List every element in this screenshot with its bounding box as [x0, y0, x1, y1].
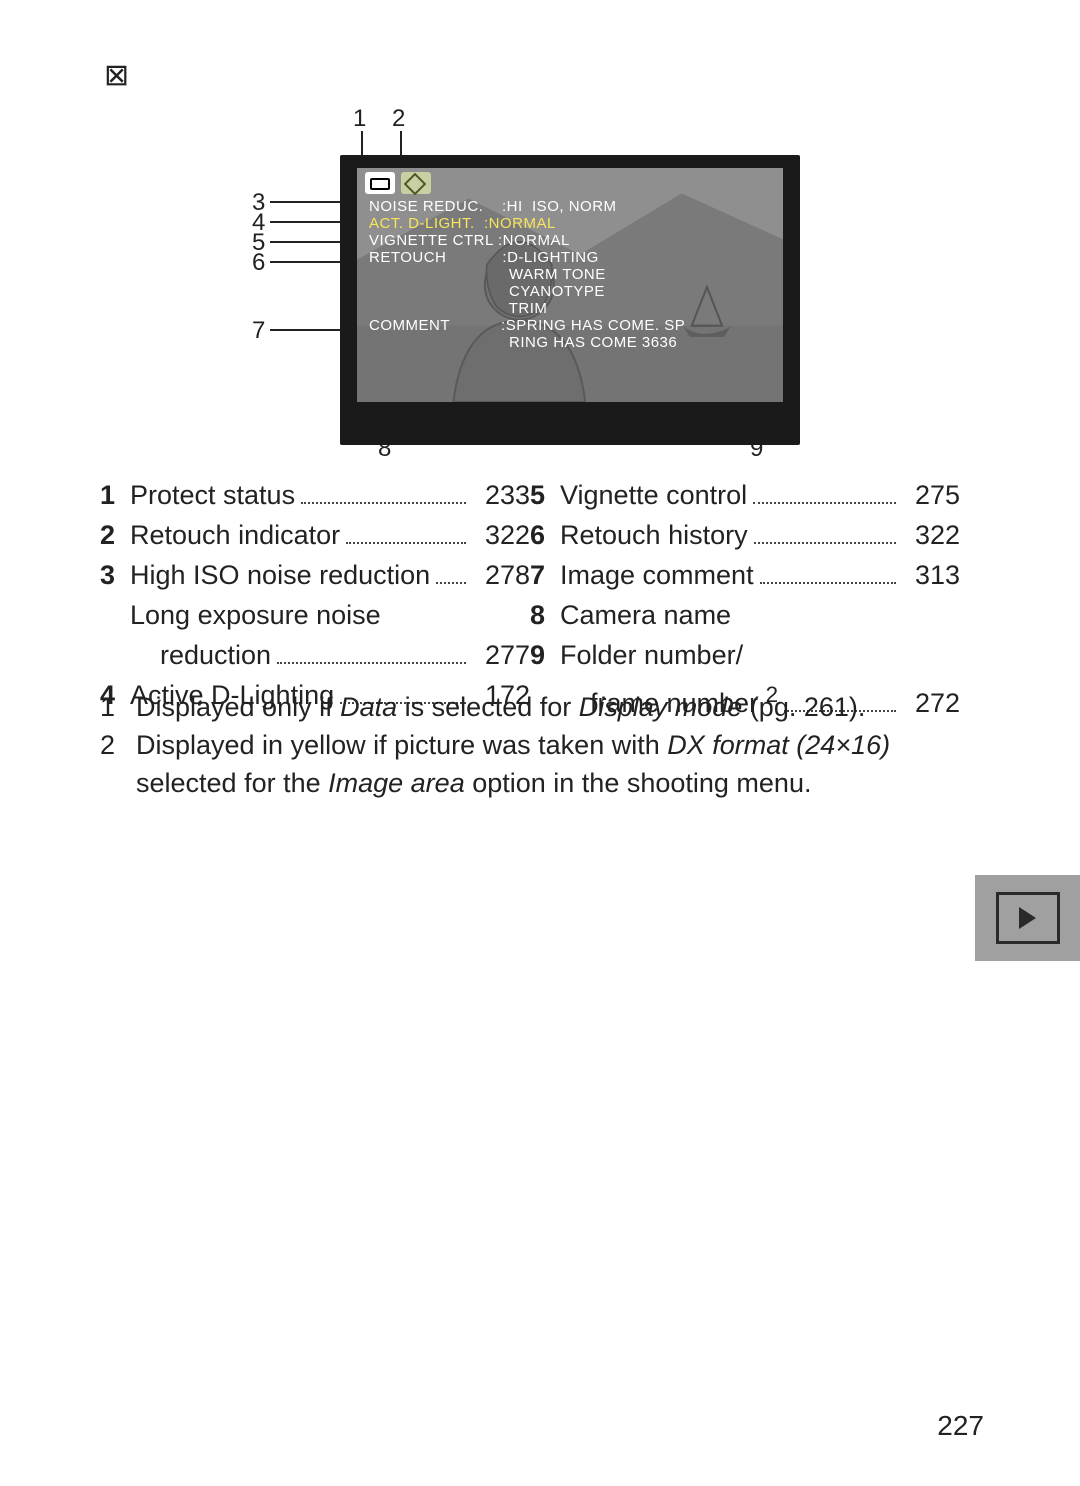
legend-dots — [277, 643, 466, 664]
manual-page: ⊠ 1 2 3 4 5 6 7 8 9 — [0, 0, 1080, 1486]
legend-col-left: 1Protect status2332Retouch indicator3223… — [100, 475, 530, 715]
callout-num: 2 — [392, 105, 405, 133]
legend-page-ref: 322 — [902, 515, 960, 555]
legend-label: Camera name — [560, 595, 731, 635]
legend-dots — [760, 563, 896, 584]
legend-row: 2Retouch indicator 322 — [100, 515, 530, 555]
info-display-diagram: 1 2 3 4 5 6 7 8 9 — [260, 105, 820, 460]
legend-row: 9Folder number/ — [530, 635, 960, 675]
footnote-num: 1 — [100, 688, 136, 726]
legend-page-ref: 278 — [472, 555, 530, 595]
legend-dots — [753, 483, 896, 504]
legend-num: 1 — [100, 475, 130, 515]
page-number: 227 — [937, 1410, 984, 1442]
callout-num: 6 — [252, 249, 265, 277]
footnotes: 1Displayed only if Data is selected for … — [100, 688, 980, 802]
overlay-row: VIGNETTE CTRL :NORMAL — [369, 232, 775, 249]
camera-lcd-frame: NOISE REDUC. :HI ISO, NORM ACT. D-LIGHT.… — [340, 155, 800, 445]
legend-label: High ISO noise reduction — [130, 555, 430, 595]
footnote-text: Displayed in yellow if picture was taken… — [136, 726, 980, 802]
legend-dots — [436, 563, 466, 584]
footnote: 1Displayed only if Data is selected for … — [100, 688, 980, 726]
legend-label: Vignette control — [560, 475, 747, 515]
section-glyph: ⊠ — [104, 58, 129, 93]
legend-page-ref: 322 — [472, 515, 530, 555]
legend-label: Long exposure noise — [130, 595, 381, 635]
playback-tab — [975, 875, 1080, 961]
legend-page-ref: 275 — [902, 475, 960, 515]
legend-label: Image comment — [560, 555, 754, 595]
legend-num: 3 — [100, 555, 130, 595]
footnote-text: Displayed only if Data is selected for D… — [136, 688, 865, 726]
overlay-row: WARM TONE — [369, 266, 775, 283]
legend-page-ref: 233 — [472, 475, 530, 515]
footnote: 2Displayed in yellow if picture was take… — [100, 726, 980, 802]
camera-lcd-image: NOISE REDUC. :HI ISO, NORM ACT. D-LIGHT.… — [357, 168, 783, 402]
overlay-top-icons — [365, 172, 431, 194]
legend-dots — [754, 523, 896, 544]
info-overlay: NOISE REDUC. :HI ISO, NORM ACT. D-LIGHT.… — [357, 168, 783, 402]
protect-icon — [365, 172, 395, 194]
footnote-num: 2 — [100, 726, 136, 802]
legend-label: Retouch history — [560, 515, 748, 555]
legend-col-right: 5Vignette control2756Retouch history3227… — [530, 475, 960, 723]
legend-row: 5Vignette control 275 — [530, 475, 960, 515]
legend-label: Folder number/ — [560, 635, 743, 675]
overlay-text-rows: NOISE REDUC. :HI ISO, NORM ACT. D-LIGHT.… — [369, 198, 775, 351]
legend-num: 9 — [530, 635, 560, 675]
overlay-row: COMMENT :SPRING HAS COME. SP — [369, 317, 775, 334]
overlay-row: CYANOTYPE — [369, 283, 775, 300]
legend-dots — [346, 523, 466, 544]
legend-row: 6Retouch history 322 — [530, 515, 960, 555]
overlay-row: ACT. D-LIGHT. :NORMAL — [369, 215, 775, 232]
legend-label: reduction — [160, 635, 271, 675]
legend-num: 2 — [100, 515, 130, 555]
legend-num: 6 — [530, 515, 560, 555]
legend-num: 7 — [530, 555, 560, 595]
legend-row: 1Protect status 233 — [100, 475, 530, 515]
overlay-row: TRIM — [369, 300, 775, 317]
retouch-icon — [401, 172, 431, 194]
play-triangle-icon — [1019, 907, 1036, 929]
legend-page-ref: 277 — [472, 635, 530, 675]
legend-page-ref: 313 — [902, 555, 960, 595]
legend-row: Long exposure noise — [100, 595, 530, 635]
playback-icon — [996, 892, 1060, 944]
overlay-row: NOISE REDUC. :HI ISO, NORM — [369, 198, 775, 215]
legend-num: 5 — [530, 475, 560, 515]
callout-num: 1 — [353, 105, 366, 133]
legend-dots — [301, 483, 466, 504]
callout-num: 7 — [252, 317, 265, 345]
legend-num: 8 — [530, 595, 560, 635]
overlay-row: RETOUCH :D-LIGHTING — [369, 249, 775, 266]
legend-row: reduction 277 — [100, 635, 530, 675]
legend-row: 7Image comment 313 — [530, 555, 960, 595]
legend-label: Protect status — [130, 475, 295, 515]
legend-label: Retouch indicator — [130, 515, 340, 555]
legend-row: 8Camera name — [530, 595, 960, 635]
legend-row: 3High ISO noise reduction 278 — [100, 555, 530, 595]
overlay-row: RING HAS COME 3636 — [369, 334, 775, 351]
